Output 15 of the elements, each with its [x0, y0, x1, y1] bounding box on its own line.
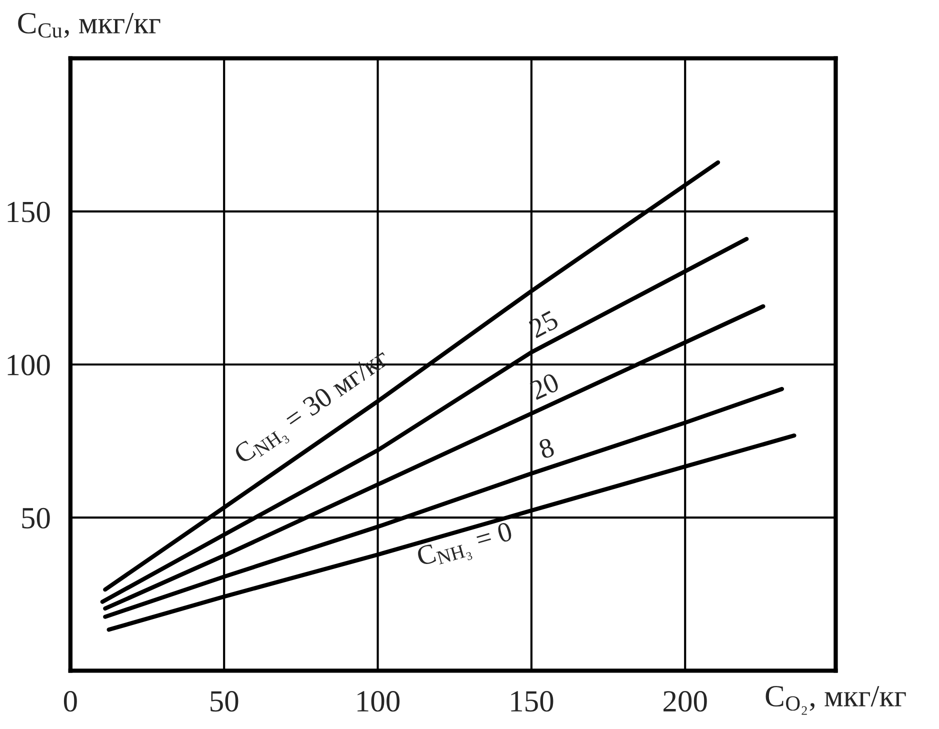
y-axis-title: C$_{Cu}$, мкг/кг — [18, 12, 160, 38]
x-tick-label: 200 — [664, 691, 707, 712]
x-axis-title: C$_{O₂}$, мкг/кг — [766, 686, 906, 715]
text: 8 — [538, 438, 556, 460]
y-tick-label: 50 — [22, 508, 50, 528]
x-tick-label: 150 — [511, 691, 554, 712]
text: C$_{NH₃}$ = 30 мг/кг — [232, 347, 394, 470]
text: 20 — [529, 372, 560, 400]
y-tick-label: 150 — [8, 202, 50, 222]
x-tick-label: 50 — [210, 691, 238, 712]
y-tick-label: 100 — [8, 354, 50, 376]
text: C$_{NH₃}$ = 0 — [416, 522, 516, 574]
x-tick-label: 100 — [358, 691, 400, 712]
x-tick-label: 0 — [64, 691, 77, 712]
text: 25 — [528, 310, 560, 338]
